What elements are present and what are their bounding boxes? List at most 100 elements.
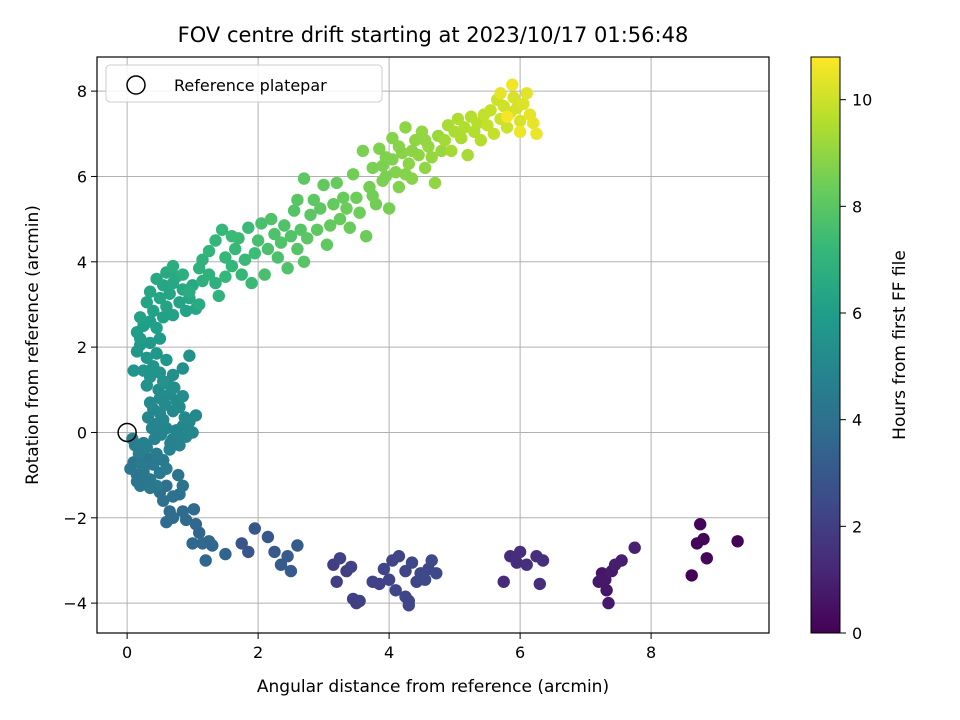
data-point [346,168,360,181]
y-tick-label: 2 [77,338,87,357]
data-point [438,134,451,147]
data-point [202,268,216,281]
data-point [145,422,159,435]
data-point [310,223,324,236]
data-point [731,535,744,548]
data-point [215,223,229,236]
data-point [127,364,140,377]
colorbar-tick-label: 6 [852,304,862,323]
data-point [399,121,412,134]
data-point [281,550,294,563]
data-point [164,436,177,450]
data-point [402,157,415,170]
data-point [471,116,484,130]
data-point [163,287,176,300]
data-point [382,202,396,215]
data-point [337,191,350,204]
data-point [615,554,628,567]
colorbar-tick-label: 8 [852,197,862,216]
data-point [685,569,698,582]
data-point [418,161,432,175]
data-point [137,364,150,377]
data-point [225,230,239,243]
data-point [199,554,212,567]
plot-frame [96,56,770,634]
data-point [320,238,334,251]
data-point [153,291,167,305]
data-point [592,575,605,588]
data-point [510,556,523,569]
data-point [366,161,379,175]
data-point [235,537,248,550]
data-point [418,134,432,147]
data-point [382,573,396,586]
data-point [163,505,176,518]
data-point [628,541,641,554]
data-point [327,198,340,211]
data-point [130,475,144,488]
x-tick-label: 8 [646,643,656,662]
data-point [150,321,163,335]
x-tick-label: 4 [384,643,394,662]
data-point [330,176,343,190]
data-point [176,505,189,518]
y-axis-ticks: −4 −2 0 2 4 6 8 [63,82,97,613]
data-point [392,140,406,153]
data-point [157,375,170,388]
data-point [399,168,412,181]
data-point [513,125,527,138]
data-point [274,558,288,571]
data-point [536,554,550,567]
data-point [278,219,291,232]
data-point [157,311,170,324]
data-point [353,594,366,608]
data-point [160,353,173,367]
data-point [445,144,458,158]
data-point [268,227,281,241]
data-point [520,558,533,571]
data-point [225,259,239,273]
data-point [245,276,258,290]
data-point [694,518,707,531]
data-point [392,180,406,194]
data-point [353,206,366,219]
data-point [520,87,533,100]
y-tick-label: 0 [77,423,87,442]
data-point [166,368,180,382]
data-point [600,584,613,597]
data-point [304,208,317,222]
data-point [281,262,294,275]
data-point [461,148,474,162]
data-point [176,268,189,281]
data-point [360,230,373,243]
y-tick-label: 6 [77,167,87,186]
data-point [193,298,206,311]
data-point [147,304,160,318]
data-point [147,458,160,471]
y-tick-label: 4 [77,253,87,272]
data-point [530,127,543,140]
chart-title: FOV centre drift starting at 2023/10/17 … [178,23,689,47]
data-point [513,545,527,559]
reference-marker [117,422,137,443]
data-point [178,411,191,424]
legend: Reference platepar [105,64,383,103]
data-point [187,503,201,516]
reference-platepar-point [117,422,137,443]
data-point [314,202,327,215]
data-point [287,204,301,217]
colorbar: 0 2 4 6 8 10 Hours from first FF file [810,56,910,643]
data-point [389,166,402,179]
y-tick-label: 8 [77,82,87,101]
x-tick-label: 2 [253,643,263,662]
data-point [297,255,311,268]
legend-box [105,64,383,103]
data-point [206,539,219,552]
data-point [513,114,527,128]
data-point [389,584,402,597]
data-point [181,424,194,437]
data-point [176,479,189,492]
data-point [176,362,189,375]
data-point [189,518,203,531]
data-point [402,599,415,612]
